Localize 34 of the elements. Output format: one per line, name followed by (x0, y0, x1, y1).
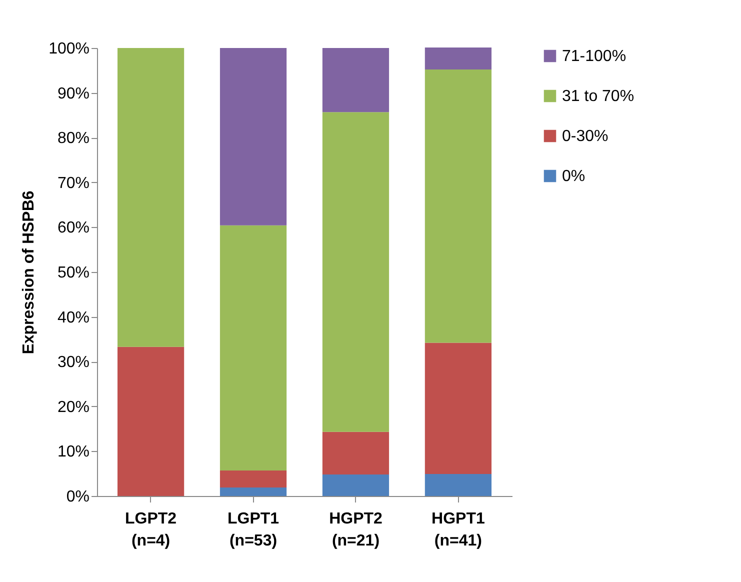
legend-label: 0% (562, 168, 586, 185)
y-tick-label: 30% (57, 354, 90, 372)
bar (424, 48, 492, 70)
y-tick-label: 90% (57, 85, 90, 102)
bar (322, 432, 390, 474)
bar (220, 470, 287, 488)
bar (220, 487, 287, 496)
bar (424, 342, 492, 474)
bar (424, 70, 492, 343)
y-tick-label: 60% (57, 220, 90, 237)
legend-label: 0-30% (562, 128, 608, 145)
bar (322, 48, 390, 112)
bar (220, 225, 287, 470)
x-tick-label: LGPT1 (n=53) (227, 510, 280, 550)
y-tick-label: 0% (66, 488, 90, 506)
bar (220, 48, 287, 226)
x-tick-label: HGPT1 (n=41) (432, 510, 485, 550)
y-tick-label: 20% (57, 398, 90, 416)
legend-label: 31 to 70% (562, 88, 634, 105)
bar (424, 474, 492, 496)
legend-label: 71-100% (562, 48, 626, 65)
x-tick-label: LGPT2 (n=4) (125, 510, 177, 550)
x-tick-label: HGPT2 (n=21) (329, 510, 383, 550)
bar (322, 474, 390, 496)
y-tick-label: 100% (48, 40, 90, 58)
y-tick-label: 40% (57, 309, 90, 326)
y-tick-label: 80% (57, 130, 90, 148)
bar (117, 346, 184, 496)
bar (117, 48, 184, 347)
y-tick-label: 50% (57, 264, 90, 282)
y-tick-label: 10% (57, 444, 90, 461)
y-tick-label: 70% (57, 174, 90, 192)
bar (322, 112, 390, 432)
y-axis-title: Expression of HSPB6 (20, 190, 38, 354)
